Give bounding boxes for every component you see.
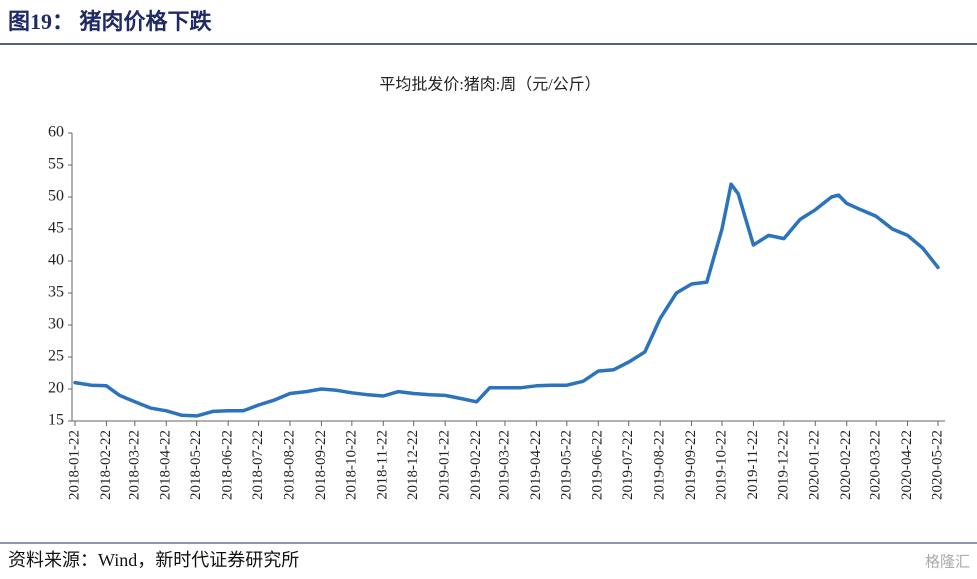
x-tick-label: 2018-06-22 <box>220 430 236 500</box>
y-tick-label: 40 <box>48 252 64 269</box>
x-tick-label: 2020-01-22 <box>807 430 823 500</box>
x-tick-label: 2019-01-22 <box>437 430 453 500</box>
x-tick-label: 2018-12-22 <box>405 430 421 500</box>
x-tick-label: 2019-07-22 <box>620 430 636 500</box>
x-tick-label: 2018-01-22 <box>66 430 82 500</box>
x-tick-label: 2018-03-22 <box>126 430 142 500</box>
x-tick-label: 2019-12-22 <box>775 430 791 500</box>
y-tick-label: 45 <box>48 220 64 237</box>
x-tick-label: 2020-03-22 <box>868 430 884 500</box>
x-tick-label: 2019-05-22 <box>558 430 574 500</box>
y-tick-label: 25 <box>48 348 64 365</box>
watermark: 格隆汇 <box>925 553 970 570</box>
x-tick-label: 2019-11-22 <box>745 430 761 499</box>
x-tick-label: 2018-07-22 <box>250 430 266 500</box>
y-tick-label: 15 <box>48 412 64 429</box>
x-tick-label: 2018-08-22 <box>281 430 297 500</box>
y-tick-label: 60 <box>48 124 64 141</box>
x-tick-label: 2019-09-22 <box>683 430 699 500</box>
x-tick-label: 2019-08-22 <box>652 430 668 500</box>
source-note: 资料来源：Wind，新时代证券研究所 <box>8 550 299 570</box>
x-tick-label: 2018-04-22 <box>158 430 174 500</box>
price-line <box>73 182 940 418</box>
x-tick-label: 2020-02-22 <box>838 430 854 500</box>
x-tick-label: 2019-04-22 <box>528 430 544 500</box>
x-tick-label: 2018-10-22 <box>343 430 359 500</box>
x-tick-label: 2019-02-22 <box>468 430 484 500</box>
x-tick-label: 2018-05-22 <box>188 430 204 500</box>
x-tick-label: 2018-02-22 <box>98 430 114 500</box>
y-tick-label: 30 <box>48 316 64 333</box>
y-tick-label: 35 <box>48 284 64 301</box>
x-tick-label: 2020-04-22 <box>899 430 915 500</box>
x-tick-label: 2019-10-22 <box>713 430 729 500</box>
x-tick-label: 2018-11-22 <box>375 430 391 499</box>
x-tick-label: 2018-09-22 <box>313 430 329 500</box>
y-tick-label: 55 <box>48 156 64 173</box>
x-tick-label: 2019-03-22 <box>496 430 512 500</box>
figure-header: 图19： 猪肉价格下跌 <box>8 9 213 34</box>
y-tick-label: 50 <box>48 188 64 205</box>
chart-title: 平均批发价:猪肉:周（元/公斤） <box>379 76 600 94</box>
x-tick-label: 2020-05-22 <box>929 430 945 500</box>
x-tick-label: 2019-06-22 <box>590 430 606 500</box>
y-tick-label: 20 <box>48 380 64 397</box>
